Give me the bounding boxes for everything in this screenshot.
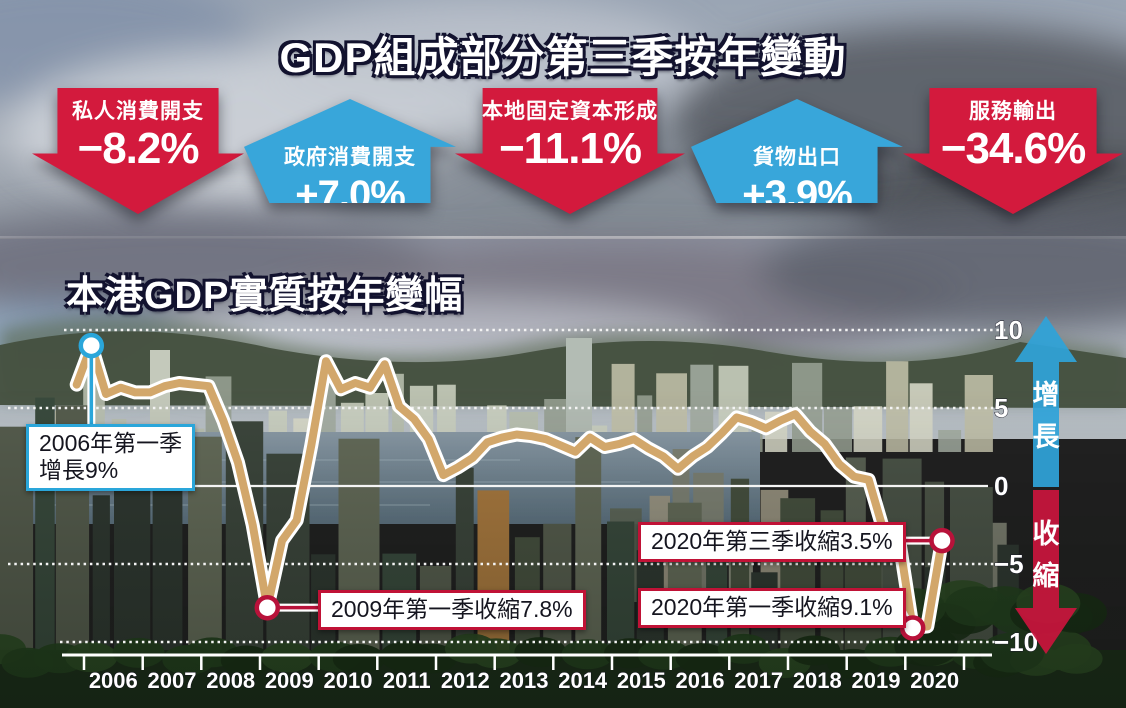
arrow-private-consumption: 私人消費開支 −8.2%: [32, 88, 244, 214]
arrow-label: 貨物出口: [753, 146, 841, 169]
up-arrow-icon: 政府消費開支 +7.0%: [244, 99, 456, 203]
arrow-label: 私人消費開支: [72, 100, 204, 123]
arrow-goods-exports: 貨物出口 +3.9%: [691, 99, 903, 203]
arrow-value: −34.6%: [940, 124, 1086, 173]
arrow-label: 政府消費開支: [284, 146, 416, 169]
callout-2006q1: 2006年第一季 增長9%: [26, 424, 196, 491]
down-arrow-icon: 私人消費開支 −8.2%: [32, 88, 244, 214]
arrow-label: 服務輸出: [969, 100, 1057, 123]
up-arrow-icon: 貨物出口 +3.9%: [691, 99, 903, 203]
down-arrow-icon: 服務輸出 −34.6%: [903, 88, 1123, 214]
arrow-value: −8.2%: [77, 124, 200, 173]
arrow-value: −11.1%: [498, 124, 642, 173]
arrow-fixed-capital-formation: 本地固定資本形成 −11.1%: [455, 88, 685, 214]
arrow-value: +3.9%: [742, 173, 853, 217]
callout-2020q3: 2020年第三季收縮3.5%: [638, 522, 906, 562]
arrow-value: +7.0%: [295, 173, 406, 217]
callout-line1: 2006年第一季: [39, 430, 183, 456]
chart-title: 本港GDP實質按年變幅: [66, 275, 464, 317]
callout-line2: 增長9%: [39, 457, 119, 483]
arrow-government-consumption: 政府消費開支 +7.0%: [244, 99, 456, 203]
arrow-label: 本地固定資本形成: [482, 100, 658, 123]
callout-2020q1: 2020年第一季收縮9.1%: [638, 588, 906, 628]
down-arrow-icon: 本地固定資本形成 −11.1%: [455, 88, 685, 214]
page-title: GDP組成部分第三季按年變動: [279, 34, 847, 81]
arrow-services-exports: 服務輸出 −34.6%: [903, 88, 1123, 214]
callout-2009q1: 2009年第一季收縮7.8%: [318, 590, 586, 630]
